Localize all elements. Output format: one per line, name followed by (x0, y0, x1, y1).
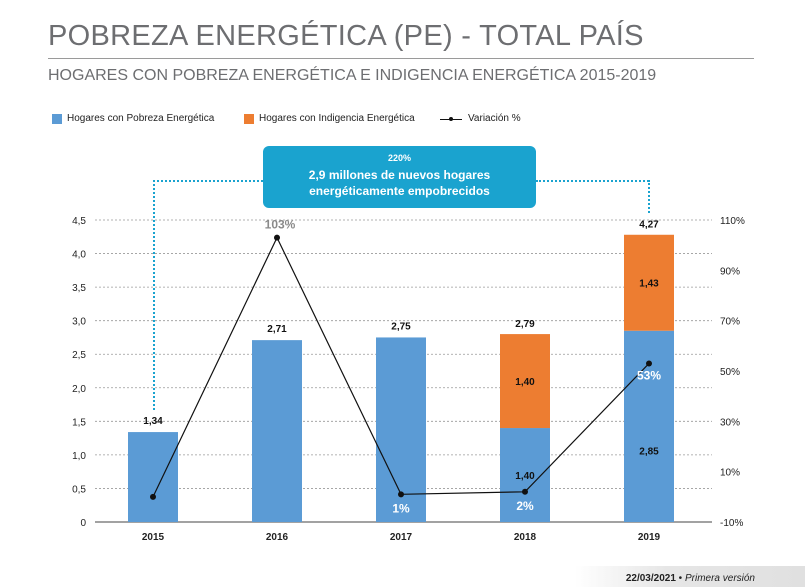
y-right-tick-label: 50% (720, 367, 740, 378)
data-label-total: 2,75 (391, 321, 411, 332)
data-label-poverty: 2,85 (639, 446, 659, 457)
variation-label: 1% (392, 501, 410, 515)
x-tick-label: 2017 (390, 532, 413, 543)
y-right-tick-label: -10% (720, 518, 743, 529)
y-left-tick-label: 1,0 (72, 451, 86, 462)
bar-indigence (624, 234, 674, 331)
y-right-tick-label: 70% (720, 317, 740, 328)
callout-connector-left-drop (153, 180, 155, 410)
y-left-tick-label: 3,0 (72, 317, 86, 328)
bar-poverty (376, 337, 426, 522)
y-left-tick-label: 0 (80, 518, 86, 529)
y-right-tick-label: 30% (720, 417, 740, 428)
bar-poverty (624, 330, 674, 522)
y-left-tick-label: 4,5 (72, 216, 86, 227)
legend-item-variation: Variación % (440, 113, 521, 124)
x-tick-label: 2018 (514, 532, 537, 543)
variation-point (522, 488, 528, 495)
data-label-indigence: 1,40 (515, 377, 535, 388)
y-right-tick-label: 110% (720, 216, 745, 227)
title-divider (48, 58, 754, 59)
x-tick-label: 2015 (142, 532, 165, 543)
footer-band (575, 566, 805, 587)
variation-point (646, 360, 652, 367)
legend-swatch-poverty (52, 113, 62, 124)
legend-swatch-variation (440, 114, 462, 124)
footer-date: 22/03/2021 (625, 573, 676, 584)
chart-subtitle: HOGARES CON POBREZA ENERGÉTICA E INDIGEN… (48, 67, 657, 84)
y-left-tick-label: 2,0 (72, 384, 86, 395)
data-label-total: 4,27 (639, 219, 659, 230)
bar-indigence (500, 334, 550, 429)
callout-connector-right-drop (648, 180, 650, 213)
page-title: POBREZA ENERGÉTICA (PE) - TOTAL PAÍS (48, 20, 644, 52)
legend-item-poverty: Hogares con Pobreza Energética (52, 113, 214, 124)
y-left-tick-label: 3,5 (72, 283, 86, 294)
variation-label: 2% (516, 499, 534, 513)
y-left-tick-label: 0,5 (72, 484, 86, 495)
callout-box: 220% 2,9 millones de nuevos hogares ener… (263, 146, 536, 208)
variation-label: 103% (265, 218, 296, 232)
x-tick-label: 2016 (266, 532, 289, 543)
data-label-total: 1,34 (143, 416, 163, 427)
footer: 22/03/2021 • Primera versión (626, 573, 755, 584)
data-label-poverty: 1,40 (515, 471, 535, 482)
variation-point (274, 234, 280, 241)
bar-poverty (252, 340, 302, 522)
y-right-tick-label: 10% (720, 468, 740, 479)
data-label-total: 2,79 (515, 319, 535, 330)
variation-label: 53% (637, 368, 661, 382)
footer-separator: • (678, 573, 683, 584)
callout-percent: 220% (387, 153, 412, 163)
data-label-total: 2,71 (267, 324, 287, 335)
data-label-indigence: 1,43 (639, 279, 659, 290)
legend-label-poverty: Hogares con Pobreza Energética (67, 113, 215, 124)
y-left-tick-label: 4,0 (72, 250, 86, 261)
variation-point (398, 491, 404, 498)
y-right-tick-label: 90% (720, 266, 740, 277)
bar-poverty (128, 432, 178, 522)
variation-point (150, 493, 156, 500)
footer-version: Primera versión (684, 573, 755, 584)
y-left-tick-label: 1,5 (72, 417, 86, 428)
legend-swatch-indigence (244, 113, 254, 124)
callout-message: 2,9 millones de nuevos hogares energétic… (308, 168, 491, 198)
callout-connector-left (153, 180, 263, 182)
y-left-tick-label: 2,5 (72, 350, 86, 361)
callout-connector-right (536, 180, 649, 182)
legend-label-indigence: Hogares con Indigencia Energética (259, 113, 415, 124)
x-tick-label: 2019 (638, 532, 661, 543)
legend-item-indigence: Hogares con Indigencia Energética (244, 113, 415, 124)
legend-label-variation: Variación % (468, 113, 521, 124)
